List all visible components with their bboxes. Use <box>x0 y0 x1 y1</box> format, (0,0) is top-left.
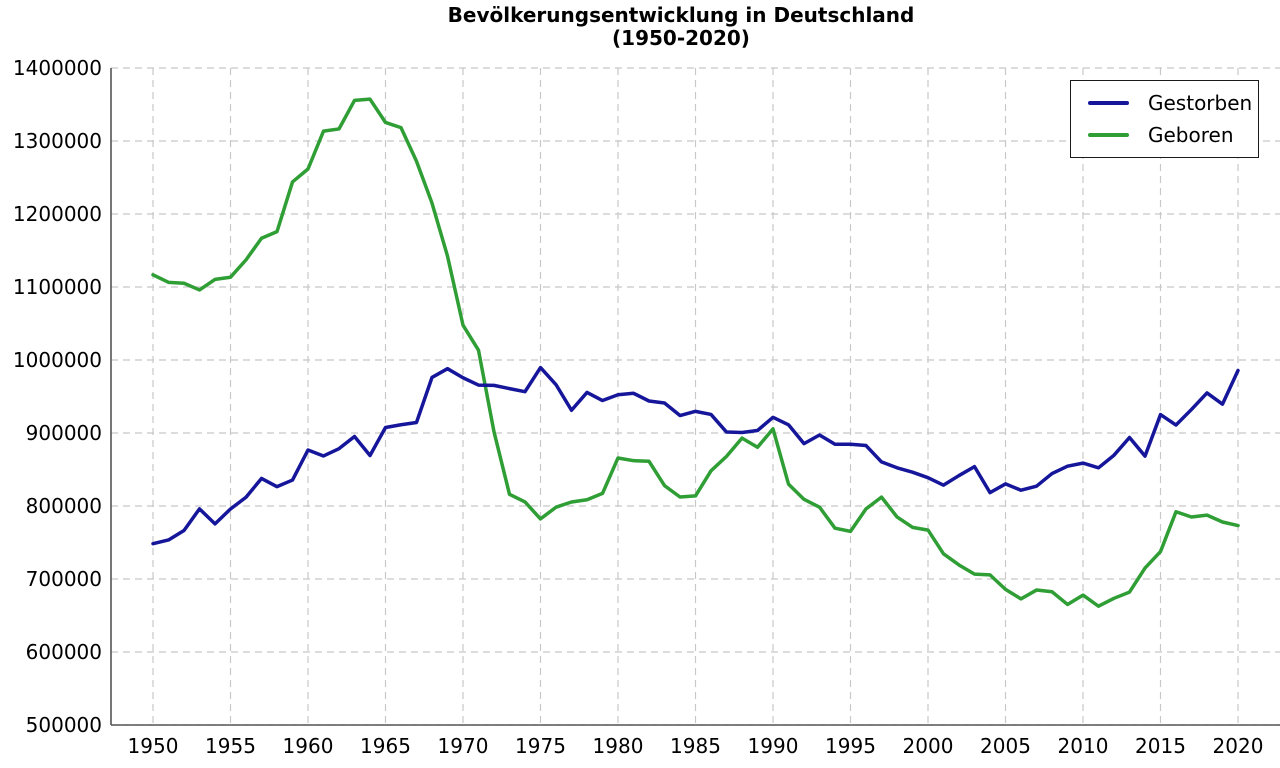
y-tick-label: 1300000 <box>13 129 102 153</box>
x-tick-label: 1975 <box>515 734 566 758</box>
geboren-line-swatch <box>1088 133 1129 137</box>
y-tick-label: 1100000 <box>13 275 102 299</box>
y-tick-label: 900000 <box>26 421 102 445</box>
legend-item-gestorben: Gestorben <box>1071 87 1258 119</box>
x-tick-label: 1970 <box>438 734 489 758</box>
x-tick-label: 1990 <box>748 734 799 758</box>
x-tick-label: 2015 <box>1135 734 1186 758</box>
series-line-geboren <box>151 97 1240 608</box>
legend-item-geboren: Geboren <box>1071 119 1258 151</box>
chart-title-line1: Bevölkerungsentwicklung in Deutschland <box>447 3 915 27</box>
x-tick-label: 1950 <box>128 734 179 758</box>
x-tick-label: 2000 <box>903 734 954 758</box>
y-tick-label: 500000 <box>26 713 102 737</box>
x-tick-label: 1955 <box>205 734 256 758</box>
x-tick-label: 1985 <box>670 734 721 758</box>
x-tick-label: 1995 <box>825 734 876 758</box>
x-tick-label: 2010 <box>1058 734 1109 758</box>
chart-title-line2: (1950-2020) <box>612 26 750 50</box>
y-tick-label: 1200000 <box>13 202 102 226</box>
series-line-gestorben <box>151 365 1240 546</box>
chart-title: Bevölkerungsentwicklung in Deutschland (… <box>111 4 1251 50</box>
legend: Gestorben Geboren <box>1070 80 1259 158</box>
y-tick-label: 700000 <box>26 567 102 591</box>
legend-label-geboren: Geboren <box>1148 123 1234 147</box>
y-tick-label: 1000000 <box>13 348 102 372</box>
legend-label-gestorben: Gestorben <box>1148 91 1253 115</box>
y-tick-label: 600000 <box>26 640 102 664</box>
y-tick-label: 800000 <box>26 494 102 518</box>
y-tick-label: 1400000 <box>13 56 102 80</box>
x-tick-label: 1980 <box>593 734 644 758</box>
x-tick-label: 2005 <box>980 734 1031 758</box>
x-tick-label: 1960 <box>283 734 334 758</box>
x-tick-label: 2020 <box>1213 734 1264 758</box>
x-tick-label: 1965 <box>360 734 411 758</box>
gestorben-line-swatch <box>1088 101 1129 105</box>
